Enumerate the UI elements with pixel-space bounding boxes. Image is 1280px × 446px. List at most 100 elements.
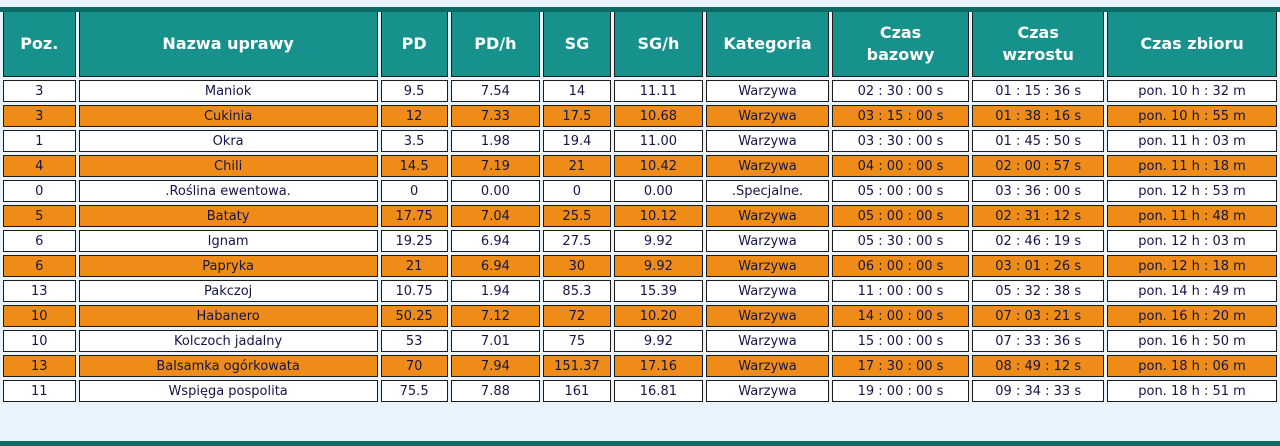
cell-pd: 14.5 [380,155,448,178]
cell-sg: 75 [543,330,611,353]
column-header-sg-h[interactable]: SG/h [613,10,704,78]
cell-poz: 13 [3,280,76,303]
table-body: 3 Maniok 9.5 7.54 14 11.11 Warzywa 02 : 30 : 00… [3,80,1277,403]
cell-czas-zbioru: pon. 18 h : 51 m [1107,380,1277,403]
cell-czas-wzrostu: 09 : 34 : 33 s [972,380,1105,403]
table-row: 13 Balsamka ogórkowata 70 7.94 151.37 17.16 Wa… [3,355,1277,378]
cell-nazwa-uprawy: Balsamka ogórkowata [78,355,378,378]
column-header-kategoria[interactable]: Kategoria [706,10,829,78]
cell-sg: 21 [543,155,611,178]
column-header-pd-h[interactable]: PD/h [450,10,541,78]
cell-nazwa-uprawy: Papryka [78,255,378,278]
cell-nazwa-uprawy: .Roślina ewentowa. [78,180,378,203]
cell-sg-h: 16.81 [613,380,704,403]
bottom-edge-bar [0,441,1280,446]
cell-sg-h: 11.00 [613,130,704,153]
cell-sg: 151.37 [543,355,611,378]
cell-pd: 75.5 [380,380,448,403]
cell-czas-bazowy: 06 : 00 : 00 s [831,255,970,278]
cell-czas-bazowy: 03 : 30 : 00 s [831,130,970,153]
cell-sg: 30 [543,255,611,278]
cell-pd: 53 [380,330,448,353]
cell-kategoria: Warzywa [706,230,829,253]
cell-nazwa-uprawy: Kolczoch jadalny [78,330,378,353]
cell-sg: 161 [543,380,611,403]
cell-czas-zbioru: pon. 10 h : 55 m [1107,105,1277,128]
cell-czas-zbioru: pon. 18 h : 06 m [1107,355,1277,378]
cell-nazwa-uprawy: Chili [78,155,378,178]
cell-pd-h: 0.00 [450,180,541,203]
cell-czas-bazowy: 05 : 00 : 00 s [831,180,970,203]
cell-poz: 3 [3,105,76,128]
cell-pd: 9.5 [380,80,448,103]
cell-pd-h: 7.54 [450,80,541,103]
table-row: 10 Kolczoch jadalny 53 7.01 75 9.92 Warzywa 15 … [3,330,1277,353]
cell-sg-h: 11.11 [613,80,704,103]
cell-czas-zbioru: pon. 11 h : 48 m [1107,205,1277,228]
cell-czas-zbioru: pon. 12 h : 03 m [1107,230,1277,253]
column-header-czas-zbioru[interactable]: Czas zbioru [1107,10,1277,78]
cell-czas-zbioru: pon. 12 h : 53 m [1107,180,1277,203]
cell-kategoria: Warzywa [706,280,829,303]
cell-poz: 5 [3,205,76,228]
cell-sg: 19.4 [543,130,611,153]
cell-czas-wzrostu: 03 : 36 : 00 s [972,180,1105,203]
column-header-czas-wzrostu[interactable]: Czas wzrostu [972,10,1105,78]
cell-sg: 14 [543,80,611,103]
cell-nazwa-uprawy: Cukinia [78,105,378,128]
cell-poz: 3 [3,80,76,103]
cell-czas-wzrostu: 07 : 33 : 36 s [972,330,1105,353]
cell-czas-bazowy: 05 : 30 : 00 s [831,230,970,253]
cell-czas-zbioru: pon. 10 h : 32 m [1107,80,1277,103]
cell-czas-bazowy: 17 : 30 : 00 s [831,355,970,378]
cell-sg-h: 10.12 [613,205,704,228]
column-header-czas-bazowy[interactable]: Czas bazowy [831,10,970,78]
cell-czas-wzrostu: 02 : 31 : 12 s [972,205,1105,228]
cell-pd: 10.75 [380,280,448,303]
cell-czas-zbioru: pon. 12 h : 18 m [1107,255,1277,278]
cell-sg: 85.3 [543,280,611,303]
column-header-sg[interactable]: SG [543,10,611,78]
cell-pd: 3.5 [380,130,448,153]
table-row: 0 .Roślina ewentowa. 0 0.00 0 0.00 .Specjalne.… [3,180,1277,203]
column-header-nazwa-uprawy[interactable]: Nazwa uprawy [78,10,378,78]
top-edge-bar [0,7,1280,12]
cell-pd: 0 [380,180,448,203]
cell-pd: 70 [380,355,448,378]
cell-czas-zbioru: pon. 16 h : 20 m [1107,305,1277,328]
cell-pd-h: 7.12 [450,305,541,328]
cell-pd-h: 6.94 [450,255,541,278]
table-header: Poz. Nazwa uprawy PD PD/h SG SG/h Kategoria Cza… [3,10,1277,78]
cell-sg-h: 10.68 [613,105,704,128]
cell-czas-zbioru: pon. 16 h : 50 m [1107,330,1277,353]
table-row: 4 Chili 14.5 7.19 21 10.42 Warzywa 04 : 00 : 00… [3,155,1277,178]
cell-czas-wzrostu: 01 : 15 : 36 s [972,80,1105,103]
page: Poz. Nazwa uprawy PD PD/h SG SG/h Kategoria Cza… [0,7,1280,446]
cell-kategoria: .Specjalne. [706,180,829,203]
cell-pd-h: 6.94 [450,230,541,253]
table-row: 13 Pakczoj 10.75 1.94 85.3 15.39 Warzywa 11 : 0… [3,280,1277,303]
cell-sg: 0 [543,180,611,203]
cell-czas-bazowy: 19 : 00 : 00 s [831,380,970,403]
table-row: 3 Cukinia 12 7.33 17.5 10.68 Warzywa 03 : 15 : … [3,105,1277,128]
cell-sg-h: 10.42 [613,155,704,178]
cell-sg-h: 17.16 [613,355,704,378]
cell-poz: 6 [3,230,76,253]
cell-kategoria: Warzywa [706,80,829,103]
cell-kategoria: Warzywa [706,155,829,178]
cell-pd-h: 7.33 [450,105,541,128]
cell-sg-h: 9.92 [613,330,704,353]
cell-pd-h: 7.04 [450,205,541,228]
cell-nazwa-uprawy: Bataty [78,205,378,228]
cell-czas-bazowy: 14 : 00 : 00 s [831,305,970,328]
cell-kategoria: Warzywa [706,255,829,278]
cell-czas-wzrostu: 07 : 03 : 21 s [972,305,1105,328]
cell-czas-bazowy: 11 : 00 : 00 s [831,280,970,303]
cell-kategoria: Warzywa [706,380,829,403]
cell-sg: 27.5 [543,230,611,253]
column-header-poz[interactable]: Poz. [3,10,76,78]
column-header-pd[interactable]: PD [380,10,448,78]
cell-nazwa-uprawy: Habanero [78,305,378,328]
cell-czas-bazowy: 05 : 00 : 00 s [831,205,970,228]
cell-czas-wzrostu: 02 : 46 : 19 s [972,230,1105,253]
